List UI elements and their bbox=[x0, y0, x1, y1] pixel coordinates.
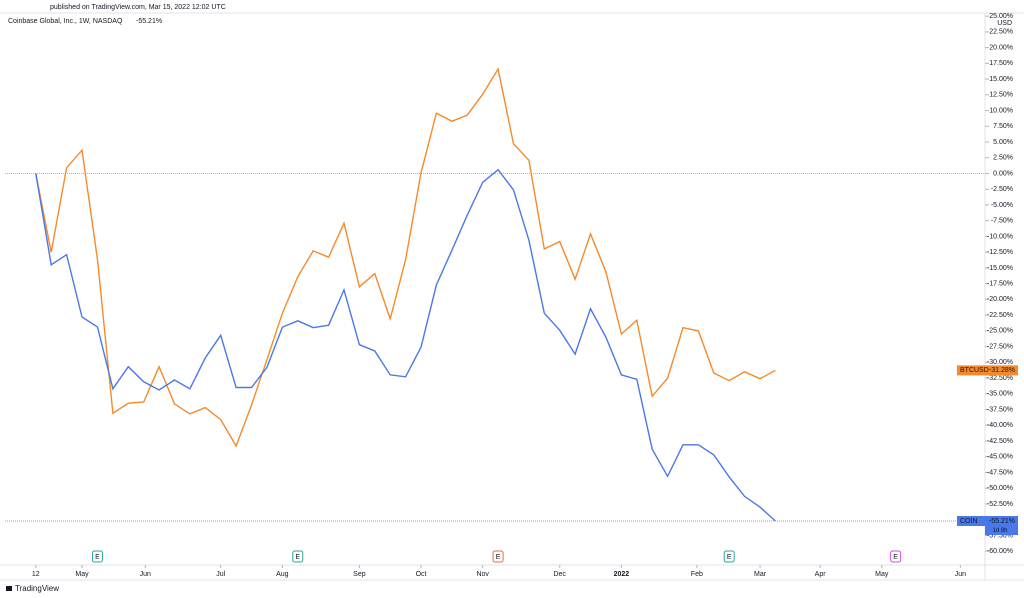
countdown-box bbox=[985, 526, 1018, 536]
y-tick-label: -17.50% bbox=[987, 280, 1013, 287]
y-tick-label: -32.50% bbox=[987, 375, 1013, 382]
price-tag-name: BTCUSD bbox=[960, 367, 989, 374]
y-tick-label: 10.00% bbox=[989, 107, 1013, 114]
price-tag-value: -31.28% bbox=[989, 367, 1015, 374]
event-marker bbox=[492, 550, 504, 563]
y-tick-label: -40.00% bbox=[987, 422, 1013, 429]
x-tick-label: May bbox=[75, 571, 89, 578]
y-tick-label: 12.50% bbox=[989, 92, 1013, 99]
y-tick-label: 17.50% bbox=[989, 60, 1013, 67]
y-tick-label: -10.00% bbox=[987, 233, 1013, 240]
y-tick-label: -47.50% bbox=[987, 469, 1013, 476]
y-tick-label: -5.00% bbox=[991, 202, 1013, 209]
y-tick-label: -60.00% bbox=[987, 548, 1013, 555]
y-tick-label: 0.00% bbox=[993, 170, 1013, 177]
y-tick-label: -37.50% bbox=[987, 406, 1013, 413]
x-tick-label: Dec bbox=[553, 571, 566, 578]
x-tick-label: 12 bbox=[32, 571, 40, 578]
price-tag: COIN -55.21% 1d 8h bbox=[957, 516, 1018, 536]
x-tick-label: Jun bbox=[140, 571, 151, 578]
y-tick-label: -2.50% bbox=[991, 186, 1013, 193]
event-marker bbox=[890, 550, 902, 563]
x-tick-label: Nov bbox=[476, 571, 489, 578]
price-tag: BTCUSD -31.28% bbox=[957, 365, 1018, 376]
y-tick-label: -35.00% bbox=[987, 391, 1013, 398]
x-tick-label: May bbox=[875, 571, 889, 578]
event-marker bbox=[723, 550, 735, 563]
price-tag-box bbox=[957, 365, 1018, 376]
y-tick-label: -25.00% bbox=[987, 328, 1013, 335]
title-change: -55.21% bbox=[136, 18, 162, 25]
series-line bbox=[35, 67, 776, 448]
y-tick-label: 20.00% bbox=[989, 44, 1013, 51]
y-tick-label: -45.00% bbox=[987, 454, 1013, 461]
y-tick-label: -27.50% bbox=[987, 343, 1013, 350]
x-tick-label: 2022 bbox=[614, 571, 630, 578]
y-tick-label: 2.50% bbox=[993, 155, 1013, 162]
y-tick-label: -30.00% bbox=[987, 359, 1013, 366]
x-tick-label: Apr bbox=[815, 571, 827, 578]
y-tick-label: 15.00% bbox=[989, 76, 1013, 83]
x-tick-label: Feb bbox=[691, 571, 703, 578]
y-tick-label: 7.50% bbox=[993, 123, 1013, 130]
y-tick-label: 25.00% bbox=[989, 13, 1013, 20]
price-tag-value: -55.21% bbox=[989, 518, 1015, 525]
y-tick-label: -22.50% bbox=[987, 312, 1013, 319]
event-label: E bbox=[893, 554, 898, 561]
y-tick-label: -7.50% bbox=[991, 218, 1013, 225]
y-tick-label: -57.50% bbox=[987, 532, 1013, 539]
price-tag-name: COIN bbox=[960, 518, 978, 525]
y-unit: USD bbox=[997, 20, 1012, 27]
logo: TradingView bbox=[6, 584, 59, 593]
x-tick-label: Aug bbox=[276, 571, 289, 578]
event-label: E bbox=[95, 554, 100, 561]
event-label: E bbox=[295, 554, 300, 561]
y-tick-label: 22.50% bbox=[989, 29, 1013, 36]
x-tick-label: Jun bbox=[955, 571, 966, 578]
event-marker bbox=[91, 550, 103, 563]
series-line bbox=[35, 168, 776, 522]
logo-icon bbox=[6, 586, 12, 591]
logo-text: TradingView bbox=[15, 584, 59, 593]
x-tick-label: Oct bbox=[416, 571, 427, 578]
y-tick-label: -52.50% bbox=[987, 501, 1013, 508]
event-marker bbox=[292, 550, 304, 563]
y-tick-label: -12.50% bbox=[987, 249, 1013, 256]
event-label: E bbox=[727, 554, 732, 561]
y-tick-label: -20.00% bbox=[987, 296, 1013, 303]
chart-title: Coinbase Global, Inc., 1W, NASDAQ bbox=[8, 18, 123, 25]
y-tick-label: -42.50% bbox=[987, 438, 1013, 445]
x-tick-label: Jul bbox=[216, 571, 225, 578]
event-label: E bbox=[496, 554, 501, 561]
x-tick-label: Sep bbox=[353, 571, 366, 578]
published-note: published on TradingView.com, Mar 15, 20… bbox=[50, 4, 226, 11]
y-tick-label: -15.00% bbox=[987, 265, 1013, 272]
y-tick-label: 5.00% bbox=[993, 139, 1013, 146]
price-tag-box bbox=[957, 516, 1018, 527]
y-tick-label: -50.00% bbox=[987, 485, 1013, 492]
x-tick-label: Mar bbox=[754, 571, 767, 578]
countdown: 1d 8h bbox=[992, 528, 1007, 534]
